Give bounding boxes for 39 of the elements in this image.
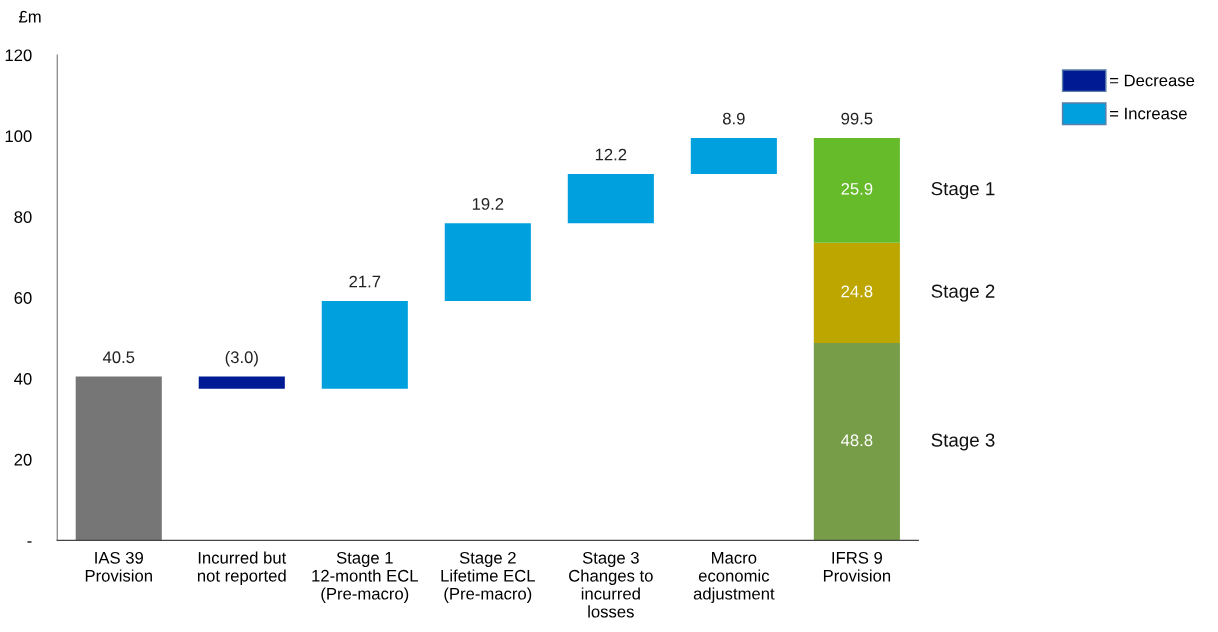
series-label: Stage 1 xyxy=(931,182,995,200)
bar xyxy=(813,137,900,243)
x-tick-label: Incurred but not reported xyxy=(197,551,287,585)
bar xyxy=(321,300,408,389)
data-label: 8.9 xyxy=(722,112,745,125)
bar xyxy=(813,342,900,541)
total-label: 99.5 xyxy=(841,112,873,125)
data-label: 19.2 xyxy=(472,198,504,210)
bar xyxy=(75,376,162,541)
data-label: (3.0) xyxy=(225,350,258,367)
data-label: 12.2 xyxy=(595,148,627,161)
x-tick-label: Macro economic adjustment xyxy=(693,552,775,603)
x-tick-label: Stage 2 Lifetime ECL (Pre-macro) xyxy=(441,551,535,603)
y-axis-title: £m xyxy=(18,10,41,23)
data-label: 48.8 xyxy=(841,434,873,447)
data-label: 21.7 xyxy=(349,275,381,288)
data-label: 25.9 xyxy=(841,182,873,195)
series-label: Stage 3 xyxy=(931,433,995,451)
bar xyxy=(690,137,777,174)
x-tick-label: Stage 1 12-month ECL (Pre-macro) xyxy=(312,551,418,603)
data-label: 40.5 xyxy=(102,351,135,364)
bar xyxy=(813,242,900,343)
series-label: Stage 2 xyxy=(931,284,995,302)
x-tick-label: Stage 3 Changes to incurred losses xyxy=(569,551,653,618)
y-tick-label: 80 xyxy=(14,211,32,223)
y-tick-label: 40 xyxy=(14,372,32,385)
bar xyxy=(198,376,285,389)
data-label: 24.8 xyxy=(841,285,873,298)
bar xyxy=(567,173,654,224)
y-tick-label: 120 xyxy=(5,49,32,62)
legend-label: = Increase xyxy=(1110,107,1187,120)
y-tick-label: 100 xyxy=(5,130,32,143)
y-tick-label: 20 xyxy=(14,453,32,466)
y-tick-label: - xyxy=(27,541,32,543)
legend-label: = Decrease xyxy=(1110,74,1195,87)
x-tick-label: IFRS 9 Provision xyxy=(823,551,891,582)
y-tick-label: 60 xyxy=(14,292,32,304)
bar xyxy=(444,223,531,301)
x-tick-label: IAS 39 Provision xyxy=(85,551,152,582)
